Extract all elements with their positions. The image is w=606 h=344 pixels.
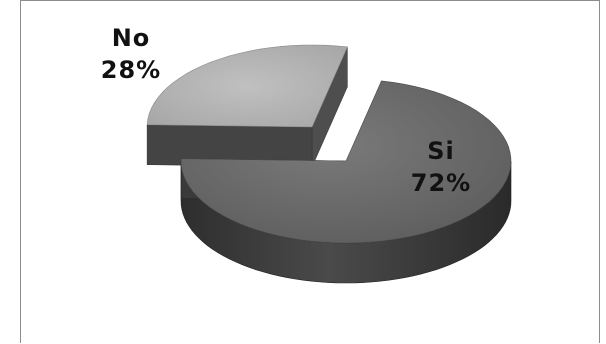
chart-frame: No 28% Si 72% <box>20 0 600 343</box>
slice-si-top <box>180 80 512 244</box>
slice-label-si-value: 72% <box>411 169 471 197</box>
slices-group <box>146 44 512 284</box>
slice-label-no-name: No <box>112 24 151 52</box>
slice-no-top <box>146 44 348 128</box>
slice-label-no-value: 28% <box>101 56 161 84</box>
pie-chart: No 28% Si 72% <box>101 24 512 284</box>
slice-label-si-name: Si <box>427 137 455 165</box>
